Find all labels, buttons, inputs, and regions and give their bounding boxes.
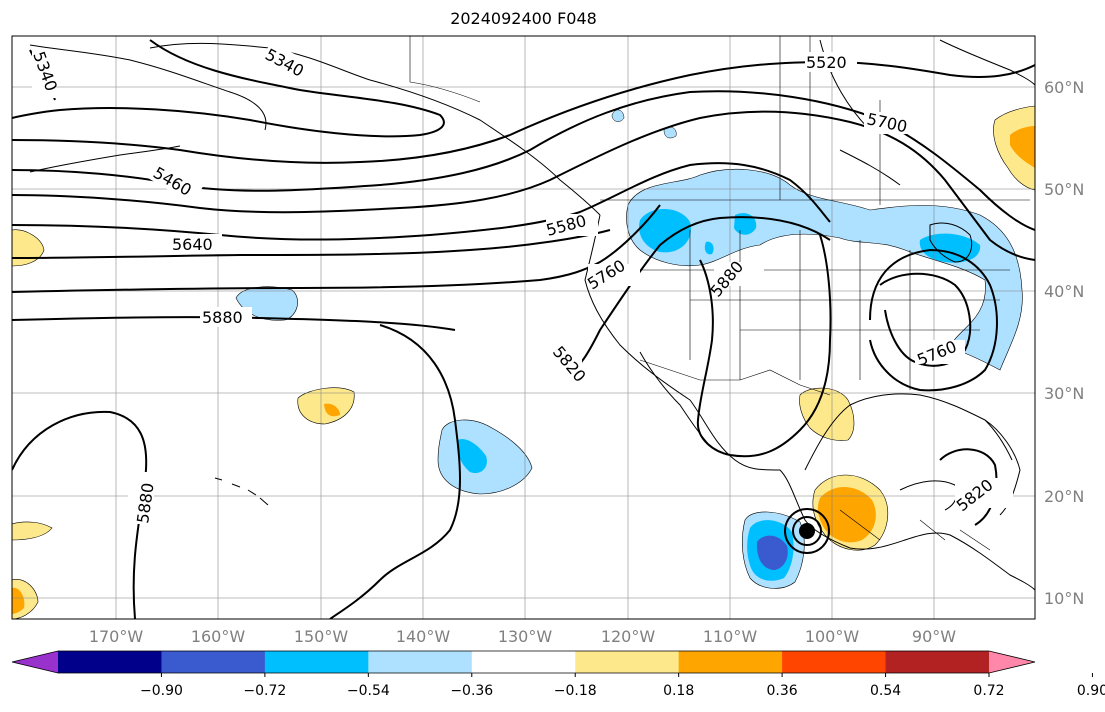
lon-label-120w: 120°W bbox=[601, 627, 656, 646]
colorbar-segment bbox=[161, 651, 266, 673]
anomaly-shading bbox=[12, 105, 1035, 619]
contour-label: 5520 bbox=[806, 53, 847, 72]
lat-label-60n: 60°N bbox=[1044, 78, 1084, 97]
storm-center-dot bbox=[799, 523, 815, 539]
colorbar-extend-high bbox=[989, 651, 1035, 673]
colorbar-segment bbox=[471, 651, 576, 673]
contour-label: 5640 bbox=[172, 235, 213, 254]
colorbar-tick-label: 0.90 bbox=[1077, 683, 1105, 699]
lon-label-100w: 100°W bbox=[805, 627, 860, 646]
lat-label-10n: 10°N bbox=[1044, 589, 1084, 608]
lat-label-30n: 30°N bbox=[1044, 384, 1084, 403]
colorbar-outline bbox=[11, 650, 1036, 674]
colorbar-tick-label: 0.18 bbox=[663, 683, 694, 699]
colorbar-tick-label: 0.54 bbox=[870, 683, 901, 699]
colorbar-tick-label: 0.36 bbox=[767, 683, 798, 699]
contour-label: 5880 bbox=[202, 308, 243, 327]
colorbar-segment bbox=[58, 651, 162, 673]
colorbar: −0.90 −0.72 −0.54 −0.36 −0.18 0.18 0.36 0.54 0.7… bbox=[11, 650, 1105, 699]
lon-label-110w: 110°W bbox=[703, 627, 758, 646]
colorbar-segment bbox=[885, 651, 990, 673]
lon-label-160w: 160°W bbox=[191, 627, 246, 646]
colorbar-tick-label: −0.54 bbox=[347, 683, 390, 699]
lat-label-50n: 50°N bbox=[1044, 180, 1084, 199]
lat-label-20n: 20°N bbox=[1044, 487, 1084, 506]
map-title: 2024092400 F048 bbox=[450, 9, 597, 28]
colorbar-segment bbox=[368, 651, 473, 673]
colorbar-segment bbox=[575, 651, 680, 673]
colorbar-tick-label: −0.36 bbox=[450, 683, 493, 699]
colorbar-tick-label: 0.72 bbox=[973, 683, 1004, 699]
lon-label-150w: 150°W bbox=[294, 627, 349, 646]
colorbar-segment bbox=[264, 651, 369, 673]
lon-label-140w: 140°W bbox=[396, 627, 451, 646]
map-border bbox=[11, 35, 1036, 620]
colorbar-extend-low bbox=[12, 651, 58, 673]
height-contours bbox=[12, 39, 1035, 619]
lon-label-90w: 90°W bbox=[912, 627, 956, 646]
lon-label-130w: 130°W bbox=[498, 627, 553, 646]
colorbar-segment bbox=[782, 651, 887, 673]
colorbar-tick-label: −0.90 bbox=[140, 683, 183, 699]
colorbar-tick-label: −0.72 bbox=[243, 683, 286, 699]
colorbar-tick-label: −0.18 bbox=[554, 683, 597, 699]
colorbar-segment bbox=[678, 651, 783, 673]
lon-label-170w: 170°W bbox=[89, 627, 144, 646]
latitude-labels: 60°N 50°N 40°N 30°N 20°N 10°N bbox=[1044, 78, 1084, 608]
lat-label-40n: 40°N bbox=[1044, 282, 1084, 301]
longitude-labels: 170°W 160°W 150°W 140°W 130°W 120°W 110°… bbox=[89, 627, 956, 646]
